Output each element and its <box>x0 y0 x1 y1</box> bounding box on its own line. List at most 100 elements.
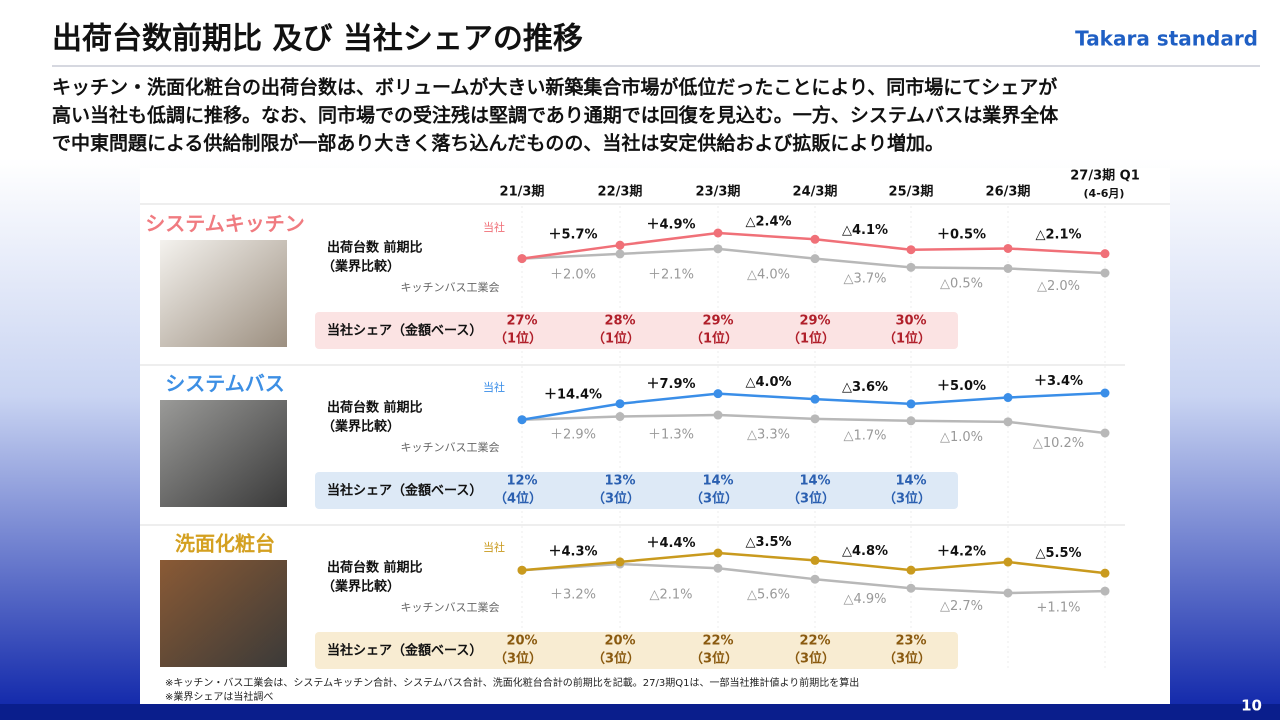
series-name: 当社 <box>483 220 505 234</box>
section-title: システムキッチン <box>145 212 304 236</box>
metric-label: 出荷台数 前期比 <box>327 560 423 576</box>
metric-label: 出荷台数 前期比 <box>327 240 423 256</box>
share-value: 30% <box>895 314 926 329</box>
line-segment <box>717 566 816 581</box>
point <box>1003 393 1013 403</box>
share-label: 当社シェア（金額ベース） <box>327 643 482 659</box>
share-rank: （3位） <box>592 491 640 507</box>
line-segment <box>1007 589 1106 595</box>
share-value: 14% <box>702 474 733 489</box>
line-segment <box>521 252 621 260</box>
value-label: △5.5% <box>1035 546 1081 561</box>
line-segment <box>521 243 621 260</box>
line-segment <box>1007 560 1106 575</box>
point <box>1003 557 1013 567</box>
line-segment <box>1007 267 1106 275</box>
point <box>615 249 625 259</box>
base-point <box>517 415 527 425</box>
value-label: △1.0% <box>940 430 983 445</box>
line-segment <box>717 247 816 260</box>
share-value: 29% <box>702 314 733 329</box>
value-label: △1.7% <box>843 428 886 443</box>
value-label: ＋2.0% <box>550 268 596 283</box>
metric-label: （業界比較） <box>322 419 400 435</box>
line-segment <box>619 551 719 564</box>
value-label: ＋4.9% <box>646 218 695 233</box>
line-segment <box>521 402 621 421</box>
share-value: 14% <box>799 474 830 489</box>
line-segment <box>910 266 1009 270</box>
point <box>713 548 723 558</box>
point <box>906 399 916 409</box>
point <box>615 412 625 422</box>
value-label: △3.3% <box>747 428 790 443</box>
line-segment <box>814 238 912 251</box>
value-label: △0.5% <box>940 276 983 291</box>
value-label: △3.7% <box>843 272 886 287</box>
share-value: 29% <box>799 314 830 329</box>
share-rank: （4位） <box>494 491 542 507</box>
share-rank: （1位） <box>787 331 835 347</box>
share-value: 28% <box>604 314 635 329</box>
series-name: キッチンバス工業会 <box>401 281 500 294</box>
period-label: 24/3期 <box>793 185 838 200</box>
line-segment <box>717 413 816 421</box>
base-point <box>517 254 527 264</box>
lead-text: キッチン・洗面化粧台の出荷台数は、ボリュームが大きい新築集合市場が低位だったこと… <box>52 76 1057 99</box>
point <box>1003 263 1013 273</box>
value-label: △3.6% <box>842 380 888 395</box>
product-photo <box>160 400 287 507</box>
line-segment <box>619 392 719 405</box>
share-value: 22% <box>702 634 733 649</box>
point <box>713 244 723 254</box>
point <box>810 254 820 264</box>
line-segment <box>1007 420 1106 435</box>
point <box>1100 249 1110 259</box>
share-rank: （1位） <box>883 331 931 347</box>
value-label: ＋4.4% <box>646 536 695 551</box>
content-panel <box>140 168 1170 704</box>
value-label: ＋2.1% <box>648 268 694 283</box>
share-value: 27% <box>506 314 537 329</box>
point <box>1100 568 1110 578</box>
share-rank: （1位） <box>690 331 738 347</box>
line-segment <box>1007 247 1106 255</box>
product-photo <box>160 560 287 667</box>
value-label: ＋1.3% <box>648 428 694 443</box>
period-note: (4-6月) <box>1084 187 1125 200</box>
value-label: △10.2% <box>1033 436 1084 451</box>
value-label: ＋4.3% <box>548 545 597 560</box>
value-label: △4.8% <box>842 544 888 559</box>
metric-label: （業界比較） <box>322 259 400 275</box>
value-label: ＋5.0% <box>937 379 986 394</box>
point <box>1100 586 1110 596</box>
footnote: ※キッチン・バス工業会は、システムキッチン合計、システムバス合計、洗面化粧台合計… <box>165 676 859 689</box>
point <box>810 234 820 244</box>
value-label: △5.6% <box>747 588 790 603</box>
value-label: △4.0% <box>747 268 790 283</box>
point <box>906 583 916 593</box>
point <box>713 563 723 573</box>
line-segment <box>814 417 912 423</box>
line-segment <box>814 577 912 590</box>
footer-bar <box>0 704 1280 720</box>
point <box>713 389 723 399</box>
point <box>1100 268 1110 278</box>
value-label: +1.1% <box>1037 601 1081 616</box>
share-value: 20% <box>506 634 537 649</box>
share-box <box>315 472 958 509</box>
share-rank: （1位） <box>592 331 640 347</box>
share-value: 14% <box>895 474 926 489</box>
value-label: △2.1% <box>649 588 692 603</box>
value-label: △4.9% <box>843 592 886 607</box>
share-value: 20% <box>604 634 635 649</box>
point <box>615 557 625 567</box>
lead-text: 高い当社も低調に推移。なお、同市場での受注残は堅調であり通期では回復を見込む。一… <box>52 104 1059 127</box>
series-name: キッチンバス工業会 <box>401 601 500 614</box>
product-photo <box>160 240 287 347</box>
share-value: 13% <box>604 474 635 489</box>
period-label: 27/3期 Q1 <box>1070 169 1140 184</box>
share-box <box>315 312 958 349</box>
